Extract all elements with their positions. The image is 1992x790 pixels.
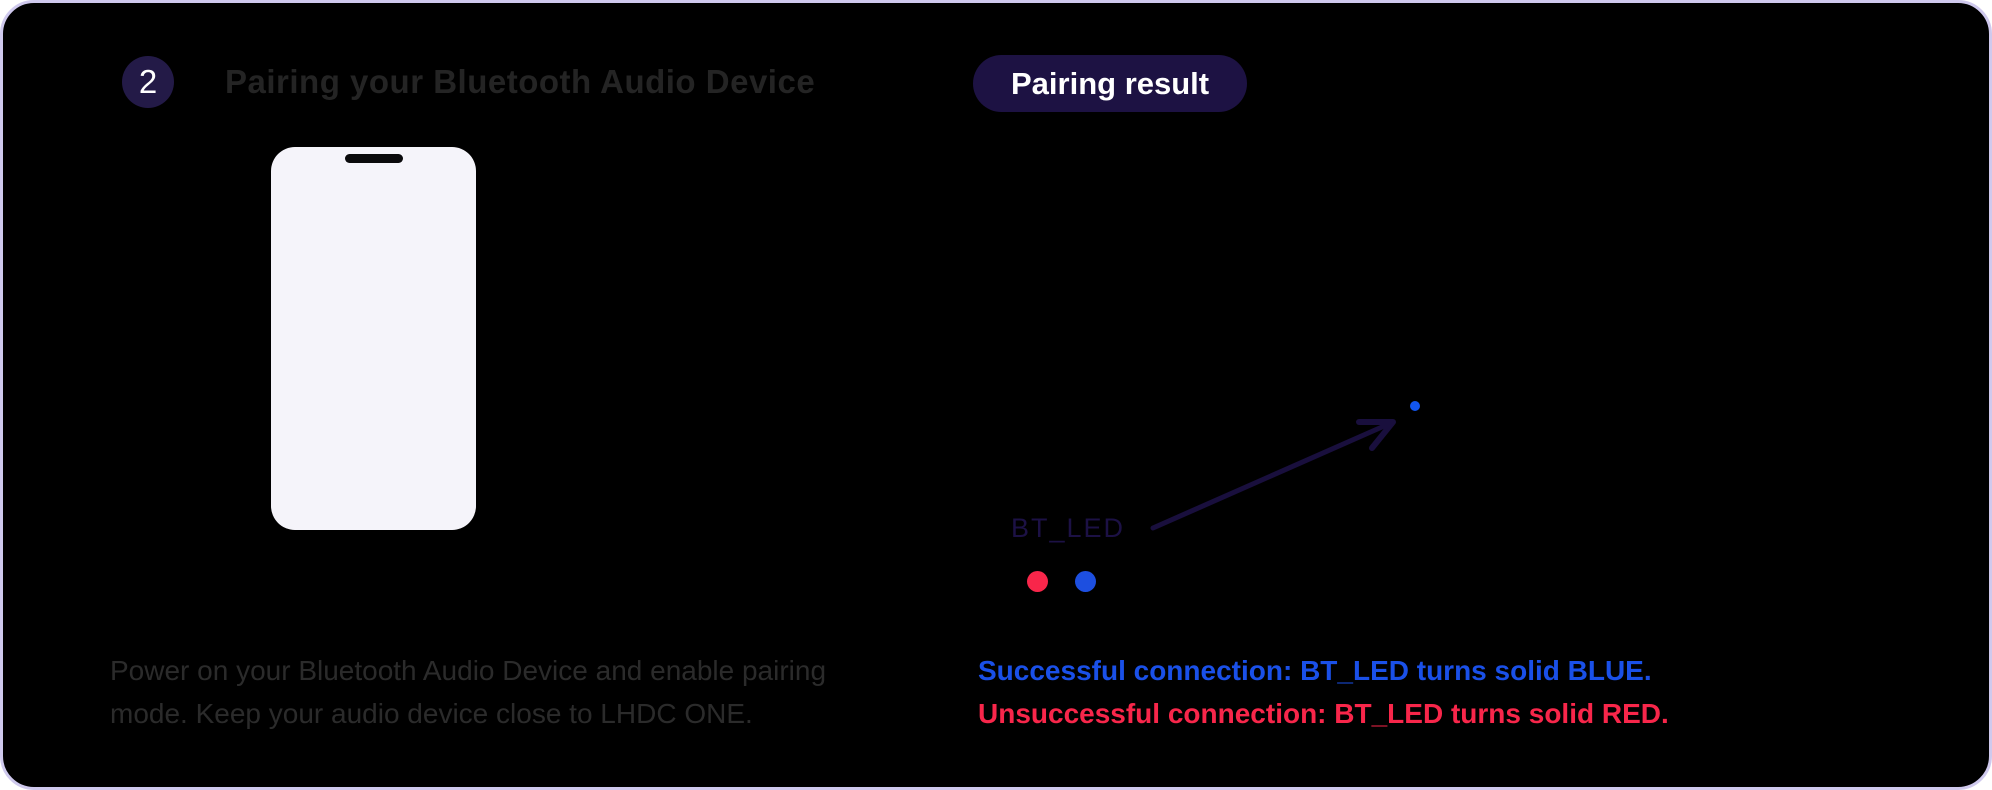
step-number-badge: 2	[122, 56, 174, 108]
arrow-shaft	[1150, 420, 1394, 531]
pairing-result-label: Pairing result	[1011, 65, 1210, 101]
device-led-dot	[1410, 401, 1420, 411]
bt-led-red-dot	[1027, 571, 1048, 592]
phone-speaker-notch	[344, 154, 403, 163]
step-number: 2	[138, 63, 158, 100]
bt-led-blue-dot	[1075, 571, 1096, 592]
pairing-result-badge: Pairing result	[973, 55, 1248, 112]
page-title: Pairing your Bluetooth Audio Device	[225, 63, 816, 100]
failure-connection-text: Unsuccessful connection: BT_LED turns so…	[978, 698, 1669, 729]
pairing-instructions-line2: mode. Keep your audio device close to LH…	[110, 698, 753, 729]
arrow-head	[1356, 419, 1396, 451]
bt-led-label: BT_LED	[1011, 513, 1126, 543]
pairing-instructions: Power on your Bluetooth Audio Device and…	[110, 649, 826, 735]
success-connection-text: Successful connection: BT_LED turns soli…	[978, 655, 1652, 686]
pairing-instructions-line1: Power on your Bluetooth Audio Device and…	[110, 655, 827, 686]
smartphone-illustration	[271, 147, 476, 530]
pairing-result-text: Successful connection: BT_LED turns soli…	[978, 649, 1669, 735]
